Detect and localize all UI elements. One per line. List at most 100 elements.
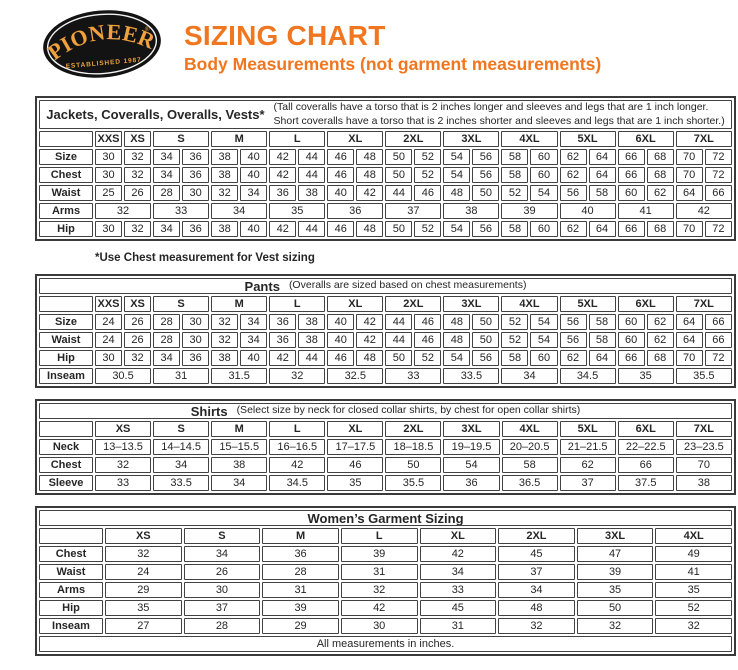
corner-cell xyxy=(39,296,93,313)
measurement-cell: 36 xyxy=(269,314,297,331)
measurement-cell: 30 xyxy=(340,618,418,635)
registered-trademark-icon: ® xyxy=(145,25,151,33)
measurement-cell: 15–15.5 xyxy=(211,439,268,456)
table-note: (Overalls are sized based on chest measu… xyxy=(289,279,527,293)
measurement-cell: 66 xyxy=(704,314,732,331)
measurement-cell: 42 xyxy=(269,221,297,238)
measurement-cell: 52 xyxy=(501,185,529,202)
size-header-s: S xyxy=(153,421,210,438)
measurement-cell: 39 xyxy=(340,546,418,563)
measurement-cell: 34 xyxy=(501,368,558,385)
size-header-2xl: 2XL xyxy=(385,131,442,148)
size-header-row: XS S M L XL 2XL 3XL 4XL xyxy=(39,528,732,545)
table-title: Women’s Garment Sizing xyxy=(307,510,464,526)
measurements-units-note: All measurements in inches. xyxy=(39,636,732,653)
measurement-cell: 17–17.5 xyxy=(327,439,384,456)
measurement-cell: 52 xyxy=(414,221,442,238)
measurement-cell: 56 xyxy=(472,167,500,184)
measurement-cell: 66 xyxy=(617,149,645,166)
measurement-cell: 32 xyxy=(211,314,239,331)
measurement-cell: 40 xyxy=(327,185,355,202)
measurement-cell: 32 xyxy=(105,546,182,563)
size-header-6xl: 6XL xyxy=(617,131,674,148)
measurement-cell: 72 xyxy=(704,350,732,367)
measurement-cell: 40 xyxy=(559,203,616,220)
measurement-cell: 44 xyxy=(385,314,413,331)
measurement-cell: 62 xyxy=(646,314,674,331)
row-label: Neck xyxy=(39,439,93,456)
size-header-4xl: 4XL xyxy=(501,296,558,313)
measurement-cell: 16–16.5 xyxy=(269,439,326,456)
measurement-cell: 30.5 xyxy=(95,368,152,385)
measurement-cell: 38 xyxy=(211,350,239,367)
table-note-line: (Overalls are sized based on chest measu… xyxy=(288,279,527,292)
measurement-cell: 48 xyxy=(356,167,384,184)
table-row-inseam: Inseam 27 28 29 30 31 32 32 32 xyxy=(39,618,732,635)
measurement-cell: 35 xyxy=(269,203,326,220)
measurement-cell: 30 xyxy=(95,350,123,367)
size-header-xs: XS xyxy=(124,131,152,148)
measurement-cell: 32 xyxy=(340,582,418,599)
size-header-xl: XL xyxy=(327,421,384,438)
measurement-cell: 66 xyxy=(704,332,732,349)
table-row-chest: Chest 32 34 38 42 46 50 54 58 62 66 70 xyxy=(39,457,732,474)
measurement-cell: 34 xyxy=(153,221,181,238)
table-title-row: Pants (Overalls are sized based on chest … xyxy=(39,278,732,295)
measurement-cell: 36 xyxy=(327,203,384,220)
size-header-s: S xyxy=(153,131,210,148)
measurement-cell: 28 xyxy=(153,332,181,349)
measurement-cell: 68 xyxy=(646,167,674,184)
measurement-cell: 62 xyxy=(559,350,587,367)
pioneer-logo: PIONEER ® ESTABLISHED 1987 xyxy=(41,10,162,78)
size-header-row: XS S M L XL 2XL 3XL 4XL 5XL 6XL 7XL xyxy=(39,421,732,438)
measurement-cell: 54 xyxy=(530,185,558,202)
measurement-cell: 33 xyxy=(95,475,152,492)
size-header-xxs: XXS xyxy=(95,296,123,313)
measurement-cell: 28 xyxy=(153,314,181,331)
table-row-waist: Waist 24 26 28 30 32 34 36 38 40 42 44 46 48 50 52 54 56 5… xyxy=(39,332,732,349)
measurement-cell: 56 xyxy=(559,332,587,349)
measurement-cell: 35.5 xyxy=(385,475,442,492)
measurement-cell: 21–21.5 xyxy=(559,439,616,456)
table-row-sleeve: Sleeve 33 33.5 34 34.5 35 35.5 36 36.5 37 37.5 38 xyxy=(39,475,732,492)
measurement-cell: 45 xyxy=(498,546,575,563)
measurement-cell: 40 xyxy=(240,149,268,166)
measurement-cell: 32 xyxy=(269,368,326,385)
measurement-cell: 42 xyxy=(269,149,297,166)
measurement-cell: 46 xyxy=(327,457,384,474)
measurement-cell: 72 xyxy=(704,149,732,166)
measurement-cell: 30 xyxy=(95,221,123,238)
jackets-coveralls-overalls-vests-table: Jackets, Coveralls, Overalls, Vests* (Tal… xyxy=(35,96,736,242)
measurement-cell: 44 xyxy=(298,149,326,166)
row-label: Arms xyxy=(39,203,93,220)
pants-table: Pants (Overalls are sized based on chest … xyxy=(35,274,736,389)
row-label: Sleeve xyxy=(39,475,93,492)
measurement-cell: 48 xyxy=(498,600,575,617)
measurement-cell: 44 xyxy=(298,221,326,238)
measurement-cell: 34 xyxy=(419,564,497,581)
measurement-cell: 62 xyxy=(559,149,587,166)
table-title-row: Shirts (Select size by neck for closed co… xyxy=(39,403,732,420)
measurement-cell: 46 xyxy=(414,185,442,202)
measurement-cell: 33 xyxy=(385,368,442,385)
measurement-cell: 50 xyxy=(472,314,500,331)
measurement-cell: 66 xyxy=(617,457,674,474)
measurement-cell: 70 xyxy=(675,457,732,474)
measurement-cell: 35 xyxy=(617,368,674,385)
measurement-cell: 31 xyxy=(153,368,210,385)
table-row-waist: Waist 25 26 28 30 32 34 36 38 40 42 44 46 48 50 52 54 56 5… xyxy=(39,185,732,202)
measurement-cell: 46 xyxy=(327,221,355,238)
size-header-2xl: 2XL xyxy=(385,421,442,438)
measurement-cell: 36 xyxy=(182,167,210,184)
table-title: Shirts xyxy=(190,403,228,419)
size-header-xs: XS xyxy=(124,296,152,313)
table-row-chest: Chest 30 32 34 36 38 40 42 44 46 48 50 52 54 56 58 60 62 6… xyxy=(39,167,732,184)
measurement-cell: 48 xyxy=(443,314,471,331)
measurement-cell: 42 xyxy=(340,600,418,617)
size-header-5xl: 5XL xyxy=(559,421,616,438)
measurement-cell: 30 xyxy=(95,149,123,166)
measurement-cell: 60 xyxy=(617,185,645,202)
measurement-cell: 68 xyxy=(646,350,674,367)
womens-garment-sizing-title-cell: Women’s Garment Sizing xyxy=(39,510,732,527)
